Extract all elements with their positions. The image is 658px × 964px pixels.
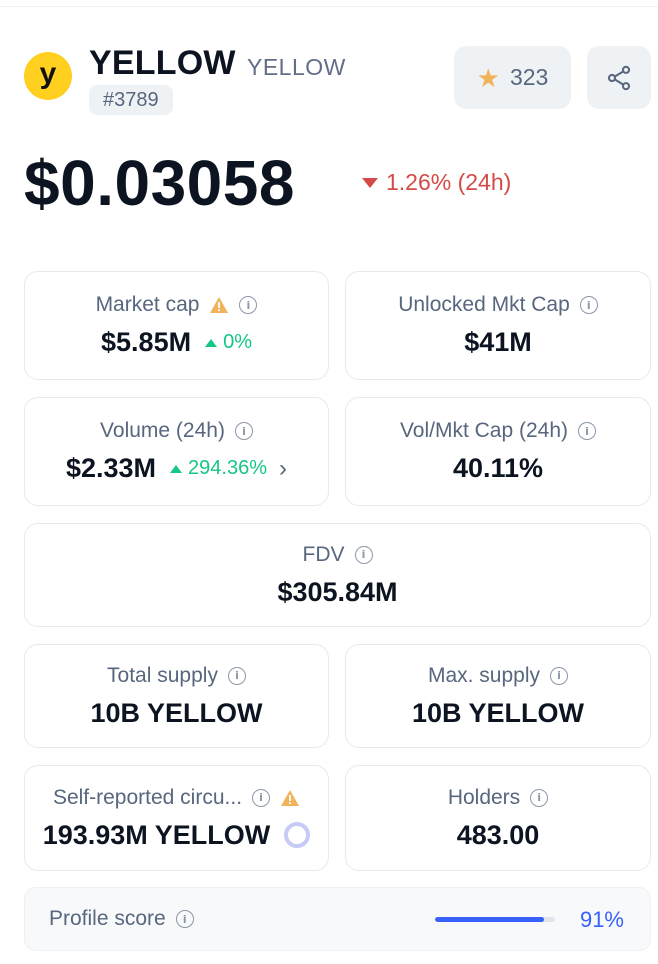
share-icon — [607, 65, 631, 90]
warning-icon[interactable] — [209, 296, 229, 314]
caret-down-icon — [362, 177, 378, 188]
share-button[interactable] — [587, 46, 651, 109]
info-icon[interactable]: i — [579, 296, 598, 314]
profile-score-fill — [435, 917, 545, 922]
self-reported-circ-value: 193.93M YELLOW — [42, 819, 271, 850]
self-reported-circ-label: Self-reported circu... — [52, 785, 243, 809]
chevron-right-icon[interactable]: › — [279, 454, 288, 482]
fdv-card[interactable]: FDV i $305.84M — [24, 523, 651, 627]
info-icon[interactable]: i — [530, 788, 549, 807]
total-supply-card[interactable]: Total supply i 10B YELLOW — [24, 644, 329, 748]
warning-icon[interactable] — [280, 789, 300, 807]
progress-ring-icon — [284, 822, 311, 848]
total-supply-value: 10B YELLOW — [90, 697, 263, 728]
holders-card[interactable]: Holders i 483.00 — [345, 765, 651, 871]
vol-mkt-cap-label: Vol/Mkt Cap (24h) — [399, 419, 569, 442]
info-icon[interactable]: i — [239, 296, 258, 314]
market-cap-change: 0% — [205, 331, 252, 354]
coin-name: YELLOW — [89, 44, 236, 82]
profile-score-value: 91% — [579, 907, 624, 932]
self-reported-circ-card[interactable]: Self-reported circu... i 193.93M YELLOW — [24, 765, 329, 871]
top-divider — [0, 6, 658, 7]
watchlist-count: 323 — [509, 64, 549, 90]
price-change-value: 1.26% (24h) — [386, 169, 512, 195]
holders-label: Holders — [447, 785, 521, 809]
coin-logo: y — [24, 52, 72, 100]
max-supply-value: 10B YELLOW — [411, 697, 585, 728]
caret-up-icon — [170, 464, 183, 473]
info-icon[interactable]: i — [234, 422, 253, 440]
info-icon[interactable]: i — [175, 910, 194, 928]
volume-value: $2.33M — [65, 453, 157, 483]
total-supply-label: Total supply — [107, 663, 218, 687]
max-supply-card[interactable]: Max. supply i 10B YELLOW — [345, 644, 651, 748]
rank-badge: #3789 — [89, 85, 173, 115]
info-icon[interactable]: i — [252, 788, 271, 807]
volume-change: 294.36% — [170, 457, 267, 480]
caret-up-icon — [205, 338, 218, 347]
star-icon: ★ — [476, 62, 500, 93]
info-icon[interactable]: i — [354, 545, 373, 564]
coin-price: $0.03058 — [24, 147, 295, 219]
profile-score-bar[interactable]: Profile score i 91% — [24, 887, 651, 951]
market-cap-label: Market cap — [95, 293, 200, 316]
unlocked-mkt-cap-value: $41M — [464, 327, 532, 357]
info-icon[interactable]: i — [227, 666, 246, 685]
volume-card[interactable]: Volume (24h) i $2.33M 294.36% › — [24, 397, 329, 506]
coin-symbol: YELLOW — [247, 54, 346, 80]
profile-score-label: Profile score — [49, 907, 166, 930]
market-cap-value: $5.85M — [101, 327, 192, 357]
max-supply-label: Max. supply — [427, 663, 541, 687]
watchlist-button[interactable]: ★ 323 — [454, 46, 571, 109]
market-cap-card[interactable]: Market cap i $5.85M 0% — [24, 271, 329, 380]
profile-score-track — [435, 917, 555, 922]
price-change-24h: 1.26% (24h) — [362, 169, 511, 196]
info-icon[interactable]: i — [578, 422, 597, 440]
volume-label: Volume (24h) — [100, 419, 225, 442]
unlocked-mkt-cap-card[interactable]: Unlocked Mkt Cap i $41M — [345, 271, 651, 380]
fdv-value: $305.84M — [277, 576, 398, 607]
vol-mkt-cap-value: 40.11% — [452, 453, 544, 483]
unlocked-mkt-cap-label: Unlocked Mkt Cap — [398, 293, 570, 316]
vol-mkt-cap-card[interactable]: Vol/Mkt Cap (24h) i 40.11% — [345, 397, 651, 506]
fdv-label: FDV — [302, 542, 345, 566]
holders-value: 483.00 — [456, 819, 540, 850]
info-icon[interactable]: i — [550, 666, 569, 685]
